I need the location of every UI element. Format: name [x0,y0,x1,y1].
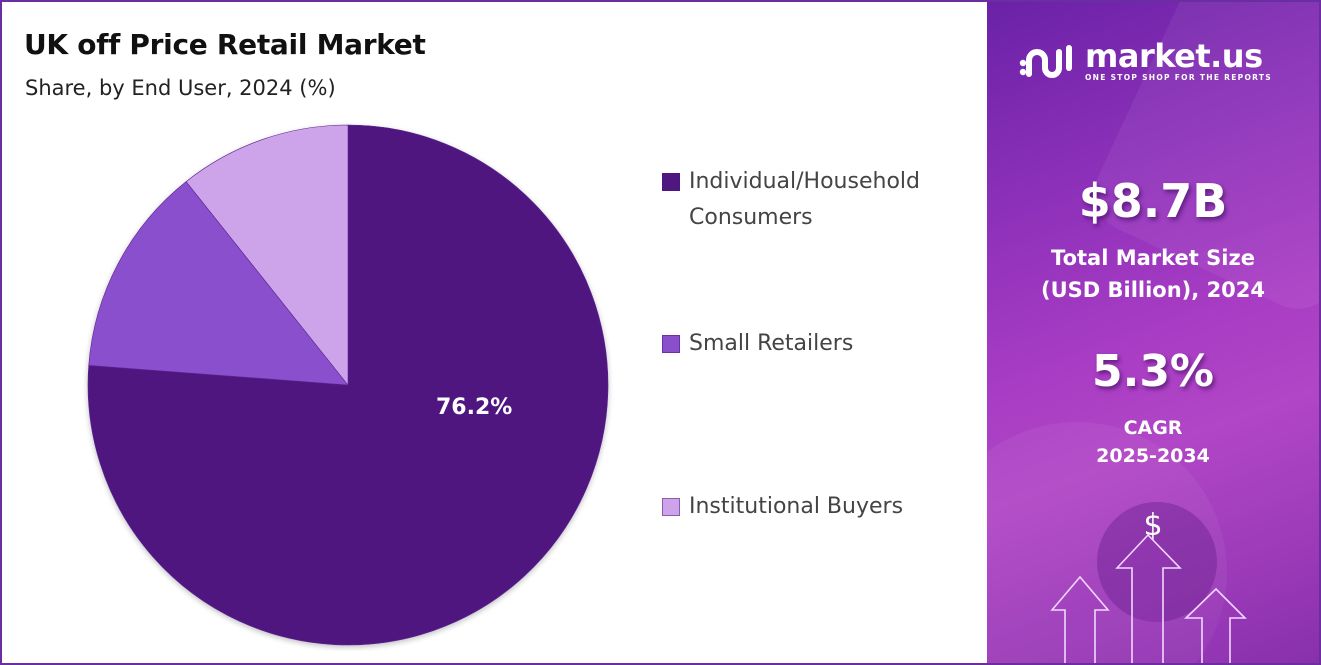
pie-slice-small-retailers [88,181,349,386]
market-size-label: Total Market Size [1051,246,1255,270]
legend-label: Small Retailers [689,331,854,356]
cagr-label: CAGR [1123,417,1183,439]
cagr-period: 2025-2034 [1096,445,1210,467]
growth-arrows-icon [1050,533,1247,663]
chart-subtitle: Share, by End User, 2024 (%) [25,76,336,100]
legend-item-small-retailers: Small Retailers [662,326,853,362]
legend-swatch-icon [662,173,680,191]
cagr-value: 5.3% [1091,346,1215,397]
market-size-label-line2: (USD Billion), 2024 [1040,278,1266,302]
legend-item-institutional-buyers: Institutional Buyers [662,489,903,525]
legend-swatch-icon [662,335,680,353]
market-us-logo: market.us ONE STOP SHOP FOR THE REPORTS [1019,38,1272,82]
chart-title: UK off Price Retail Market [24,28,426,61]
logo-tagline: ONE STOP SHOP FOR THE REPORTS [1085,72,1272,82]
legend-label: Individual/Household [689,169,920,194]
legend-item-individual-household: Individual/Household Consumers [662,164,920,236]
logo-wordmark: market.us [1085,36,1263,75]
legend-label: Institutional Buyers [689,494,904,519]
legend-swatch-icon [662,498,680,516]
market-size-value: $8.7B [1078,174,1228,228]
coin-shape [1097,502,1217,622]
logo-icon [1019,45,1072,78]
pie-data-label: 76.2% [436,395,513,420]
legend-label-line2: Consumers [689,205,813,230]
pie-slice-institutional-buyers [185,124,349,386]
pie-chart [87,124,609,646]
summary-panel: market.us ONE STOP SHOP FOR THE REPORTS … [987,2,1319,663]
